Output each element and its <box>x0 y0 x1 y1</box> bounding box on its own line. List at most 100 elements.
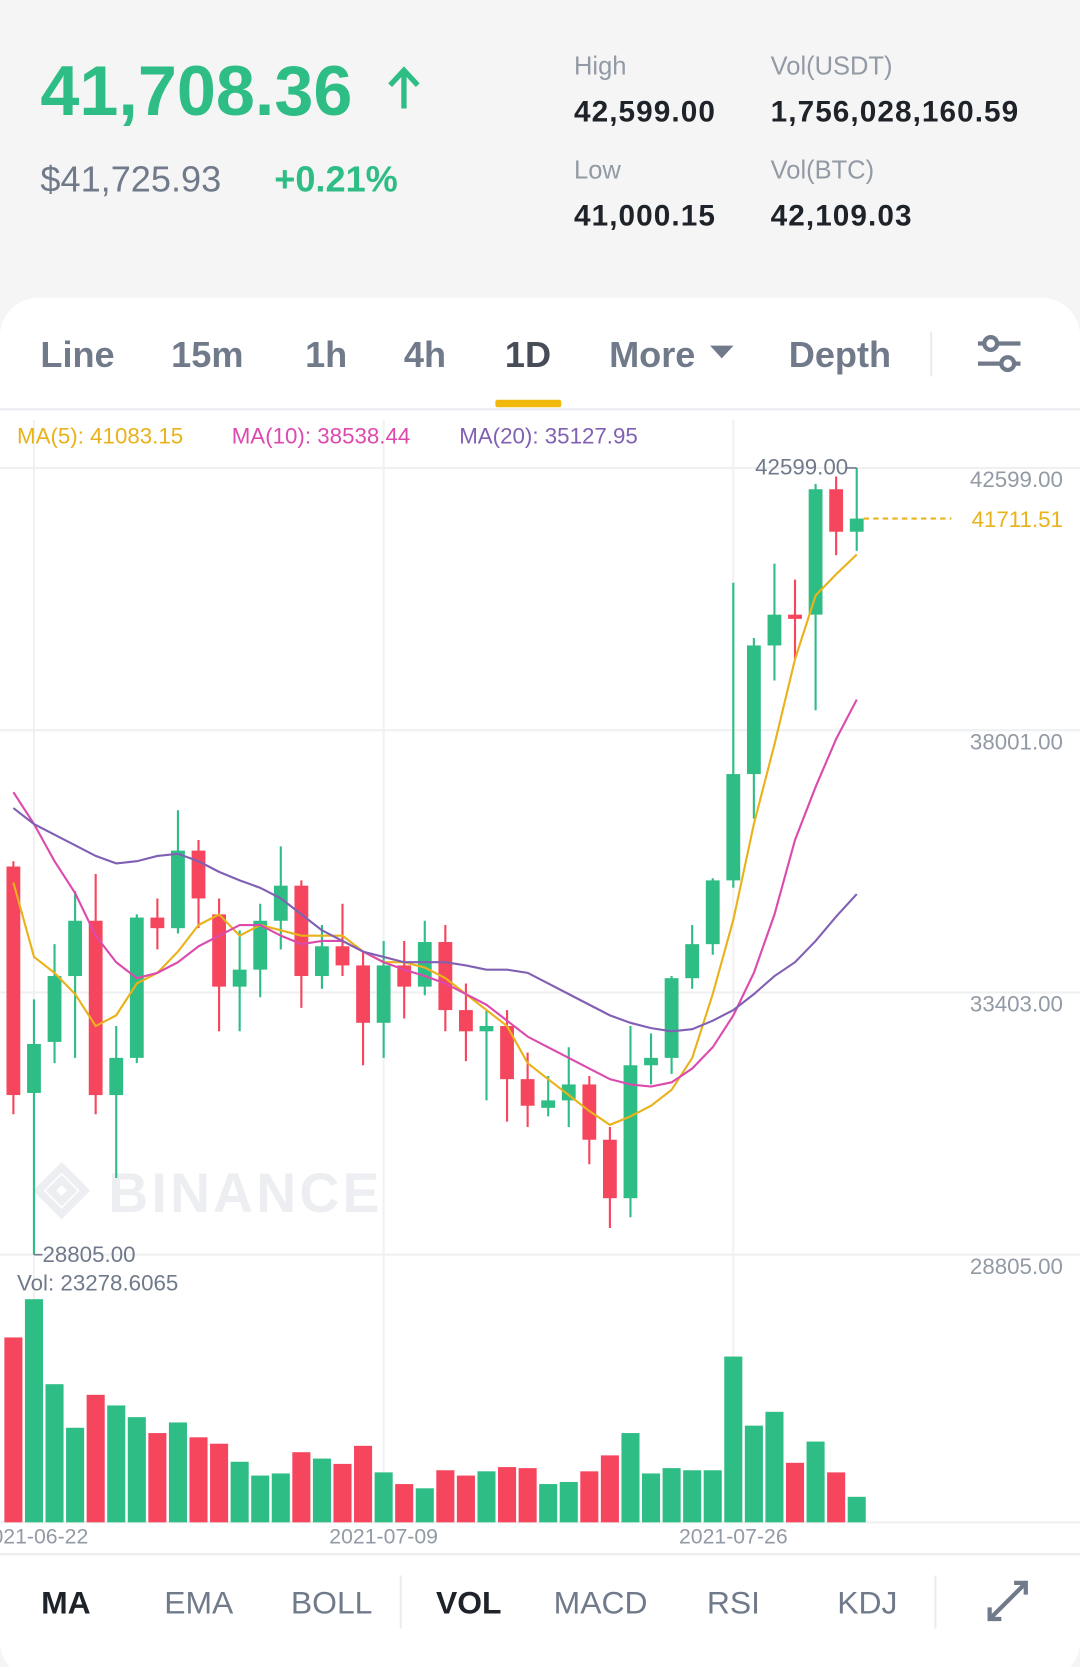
volume-bar <box>127 1417 146 1523</box>
candle-body <box>746 645 761 775</box>
volume-bar <box>45 1384 64 1523</box>
volume-bar <box>312 1458 331 1523</box>
candle-body <box>335 946 350 966</box>
stat-value: 41,000.15 <box>574 199 716 232</box>
candle-body <box>88 920 103 1096</box>
tab[interactable]: Line <box>40 334 114 375</box>
volume-bar <box>189 1437 208 1523</box>
volume-bar <box>600 1455 619 1523</box>
volume-bar <box>436 1470 455 1523</box>
stat-label: Vol(USDT) <box>771 53 893 81</box>
tab[interactable]: 4h <box>404 334 446 375</box>
tab[interactable]: More <box>609 334 695 375</box>
volume-bar <box>210 1443 229 1523</box>
volume-bar <box>271 1473 290 1523</box>
volume-bar <box>230 1461 249 1523</box>
indicator-tabs: MA EMA BOLL VOL MACD RSI KDJ <box>41 1585 897 1621</box>
indicator-tab[interactable]: MACD <box>554 1585 648 1621</box>
volume-bar <box>4 1337 23 1523</box>
volume-bar <box>621 1433 640 1523</box>
volume-bar <box>107 1405 126 1523</box>
candle-body <box>520 1079 535 1106</box>
indicator-tab[interactable]: RSI <box>707 1585 760 1621</box>
stat-label: High <box>574 53 626 81</box>
volume-bar <box>744 1425 763 1523</box>
candle-body <box>129 917 144 1058</box>
candle-body <box>68 920 83 977</box>
interval-tabs: Line 15m 1h 4h 1D More Depth <box>40 334 891 408</box>
logo-shape <box>33 1162 91 1220</box>
expand-icon[interactable] <box>987 1580 1028 1622</box>
stat-value: 42,109.03 <box>771 199 913 232</box>
volume-bar <box>641 1473 661 1523</box>
candle-body <box>191 850 206 899</box>
candle-body <box>726 774 741 881</box>
candle-body <box>788 614 802 619</box>
candle-body <box>376 965 391 1023</box>
volume-bar <box>847 1496 866 1523</box>
candle-body <box>561 1084 576 1101</box>
settings-icon[interactable] <box>977 334 1021 373</box>
stat-label: Vol(BTC) <box>771 157 874 185</box>
candle-body <box>315 946 329 977</box>
volume-label: Vol: 23278.6065 <box>17 1271 178 1296</box>
volume-bar <box>765 1411 784 1523</box>
volume-bar <box>703 1470 722 1523</box>
indicator-tab[interactable]: BOLL <box>291 1585 373 1621</box>
tab[interactable]: 1h <box>305 334 347 375</box>
candle-body <box>6 866 21 1096</box>
indicator-tab[interactable]: EMA <box>164 1585 234 1621</box>
volume-bar <box>354 1445 373 1523</box>
volume-bar <box>66 1427 85 1523</box>
last-price: 41,708.36 <box>40 51 352 130</box>
ma-line <box>12 699 858 1088</box>
volume-bar <box>539 1484 558 1523</box>
candle-body <box>767 614 782 646</box>
candle-body <box>808 489 823 615</box>
y-tick-label: 42599.00 <box>970 467 1063 492</box>
volume-bar <box>518 1468 537 1523</box>
candle-body <box>438 942 453 1011</box>
tab[interactable]: 1D <box>505 334 551 375</box>
up-arrow <box>388 66 420 109</box>
candle-body <box>417 942 432 987</box>
x-tick-label: 2021-07-09 <box>329 1525 438 1549</box>
volume-bar <box>415 1488 434 1523</box>
watermark-logo <box>33 1162 91 1220</box>
last-price-label: 41711.51 <box>972 507 1063 532</box>
tab[interactable]: Depth <box>789 334 891 375</box>
volume-bar <box>662 1468 681 1523</box>
volume-bar <box>374 1472 393 1523</box>
x-tick-label: 2021-07-26 <box>679 1525 788 1549</box>
stats: High 42,599.00 Vol(USDT) 1,756,028,160.59 Lo… <box>574 53 1020 233</box>
ma-line <box>12 807 858 1033</box>
y-tick-label: 28805.00 <box>970 1254 1063 1279</box>
volume-bar <box>86 1394 105 1523</box>
volume-bar <box>333 1463 352 1523</box>
tab[interactable]: 15m <box>171 334 243 375</box>
volume-bar <box>456 1475 475 1523</box>
indicator-tab[interactable]: KDJ <box>837 1585 897 1621</box>
indicator-tab[interactable]: VOL <box>436 1585 502 1621</box>
candle-body <box>664 978 679 1058</box>
volume-bar <box>559 1481 578 1523</box>
volume-bar <box>724 1356 743 1523</box>
volume-bar <box>292 1452 311 1523</box>
volume-bar <box>24 1299 43 1523</box>
indicator-tab[interactable]: MA <box>41 1585 91 1621</box>
stat-value: 42,599.00 <box>574 95 716 128</box>
x-tick-label: 2021-06-22 <box>0 1525 88 1549</box>
y-tick-label: 33403.00 <box>970 992 1063 1017</box>
price-change: +0.21% <box>274 158 398 199</box>
candle-body <box>479 1025 494 1032</box>
candle-body <box>232 969 247 987</box>
legend-entry: MA(10): 38538.44 <box>232 423 411 448</box>
candle-body <box>602 1139 617 1199</box>
volume-bar <box>806 1441 825 1523</box>
candle-body <box>212 914 226 987</box>
candle-body <box>541 1100 556 1108</box>
stat-value: 1,756,028,160.59 <box>771 95 1020 128</box>
candle-body <box>273 885 288 921</box>
